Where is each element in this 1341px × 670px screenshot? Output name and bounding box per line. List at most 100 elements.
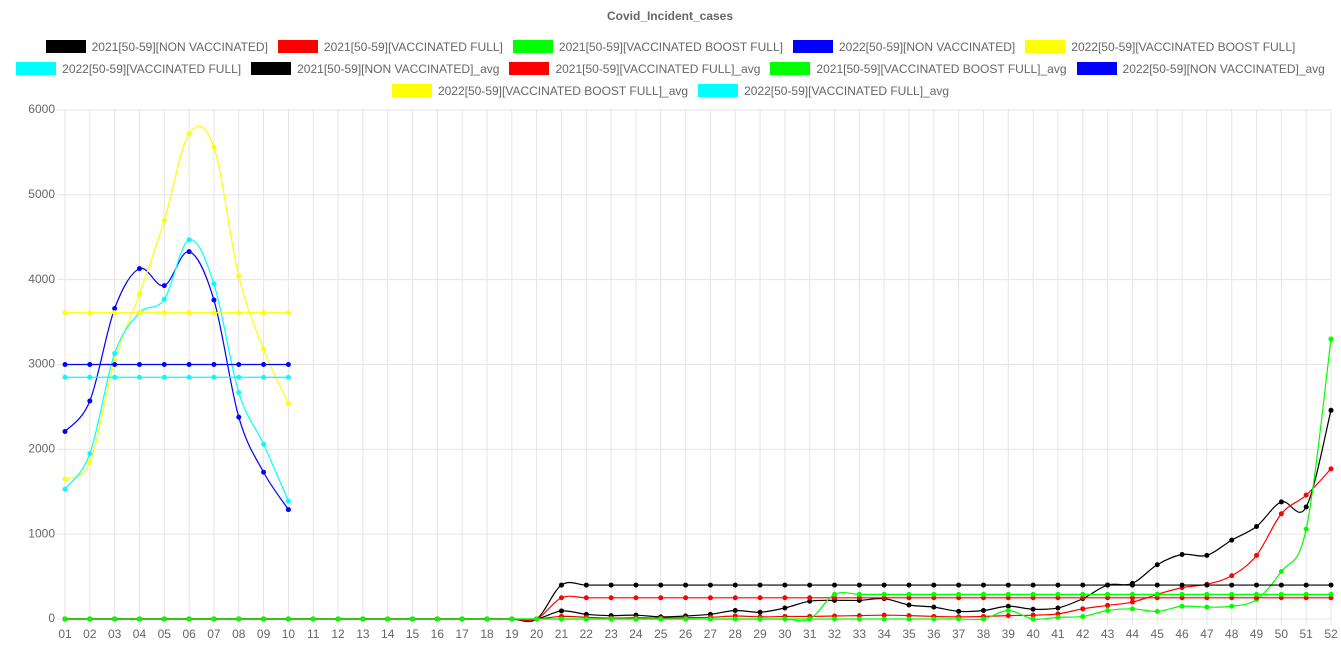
data-point (186, 249, 192, 255)
data-point (980, 591, 986, 597)
data-point (136, 291, 142, 297)
legend-item[interactable]: 2022[50-59][VACCINATED BOOST FULL] (1025, 40, 1295, 54)
data-point (1179, 591, 1185, 597)
data-point (285, 362, 291, 367)
legend-label: 2022[50-59][NON VACCINATED]_avg (1122, 61, 1325, 76)
x-tick-label: 03 (108, 627, 122, 641)
data-point (1278, 582, 1284, 588)
data-point (186, 616, 192, 622)
y-tick-label: 1000 (28, 526, 55, 540)
data-point (757, 595, 763, 601)
legend-item[interactable]: 2021[50-59][VACCINATED BOOST FULL]_avg (770, 62, 1067, 76)
data-point (931, 616, 937, 622)
data-point (211, 374, 217, 380)
data-point (1328, 407, 1334, 413)
data-point (683, 616, 689, 622)
legend-item[interactable]: 2022[50-59][NON VACCINATED]_avg (1076, 61, 1325, 76)
data-point (236, 273, 242, 279)
legend-swatch (16, 62, 57, 75)
data-point (956, 582, 962, 588)
data-point (1105, 582, 1111, 588)
x-tick-label: 09 (257, 627, 271, 641)
data-point (1278, 511, 1284, 517)
data-point (211, 281, 217, 287)
data-point (583, 616, 589, 622)
legend-item[interactable]: 2022[50-59][VACCINATED FULL]_avg (698, 83, 950, 98)
data-point (583, 595, 589, 601)
data-point (236, 616, 242, 622)
data-point (732, 582, 738, 588)
x-tick-label: 20 (530, 627, 544, 641)
x-tick-label: 01 (58, 627, 72, 641)
data-point (261, 469, 267, 475)
legend-item[interactable]: 2021[50-59][NON VACCINATED]_avg (251, 62, 499, 76)
data-point (62, 616, 68, 622)
legend-item[interactable]: 2021[50-59][VACCINATED BOOST FULL] (512, 40, 783, 54)
data-point (112, 350, 118, 356)
legend-swatch (509, 62, 550, 75)
data-point (683, 595, 689, 601)
data-point (385, 616, 391, 622)
data-point (583, 582, 589, 588)
x-tick-label: 04 (133, 627, 147, 641)
x-tick-label: 23 (604, 627, 618, 641)
data-point (1278, 591, 1284, 597)
data-point (633, 595, 639, 601)
data-point (136, 616, 142, 622)
data-point (1005, 582, 1011, 588)
legend: 2021[50-59][NON VACCINATED] 2021[50-59][V… (10, 39, 1331, 98)
data-point (186, 362, 192, 367)
x-tick-label: 07 (207, 627, 221, 641)
data-point (782, 582, 788, 588)
data-point (112, 616, 118, 622)
data-point (1179, 603, 1185, 609)
data-point (1278, 568, 1284, 574)
data-point (856, 582, 862, 588)
data-point (558, 595, 564, 601)
data-point (658, 595, 664, 601)
data-point (112, 362, 118, 367)
data-point (236, 374, 242, 380)
data-point (62, 310, 68, 316)
legend-item[interactable]: 2022[50-59][VACCINATED FULL] (16, 62, 241, 76)
data-point (136, 362, 142, 367)
data-point (1005, 613, 1011, 619)
data-point (757, 616, 763, 622)
data-point (285, 616, 291, 622)
x-tick-label: 39 (1002, 627, 1016, 641)
data-point (136, 266, 142, 272)
series-line (65, 591, 1331, 622)
data-point (161, 310, 167, 316)
data-point (881, 616, 887, 622)
legend-item[interactable]: 2021[50-59][VACCINATED FULL]_avg (509, 61, 761, 76)
legend-item[interactable]: 2021[50-59][NON VACCINATED] (45, 39, 268, 54)
data-point (658, 616, 664, 622)
legend-label: 2021[50-59][VACCINATED FULL]_avg (555, 61, 761, 76)
data-point (410, 616, 416, 622)
legend-item[interactable]: 2022[50-59][VACCINATED BOOST FULL]_avg (391, 84, 688, 98)
data-point (906, 591, 912, 597)
x-tick-label: 30 (778, 627, 792, 641)
legend-label: 2022[50-59][VACCINATED FULL]_avg (744, 83, 950, 98)
x-tick-label: 08 (232, 627, 246, 641)
series-line (65, 468, 1332, 620)
data-point (87, 398, 93, 404)
legend-swatch (512, 40, 553, 53)
data-point (856, 591, 862, 597)
data-point (112, 374, 118, 380)
data-point (1229, 537, 1235, 543)
legend-item[interactable]: 2022[50-59][NON VACCINATED] (792, 40, 1015, 54)
data-point (1303, 492, 1309, 498)
data-point (1080, 591, 1086, 597)
data-point (186, 310, 192, 316)
x-tick-label: 05 (158, 627, 172, 641)
x-tick-label: 37 (952, 627, 966, 641)
legend-item[interactable]: 2021[50-59][VACCINATED FULL] (277, 40, 503, 54)
x-tick-label: 31 (803, 627, 817, 641)
data-point (136, 374, 142, 380)
x-tick-label: 50 (1275, 627, 1289, 641)
data-point (1080, 582, 1086, 588)
data-point (161, 283, 167, 289)
legend-label: 2021[50-59][NON VACCINATED] (91, 39, 268, 54)
x-tick-label: 42 (1076, 627, 1090, 641)
